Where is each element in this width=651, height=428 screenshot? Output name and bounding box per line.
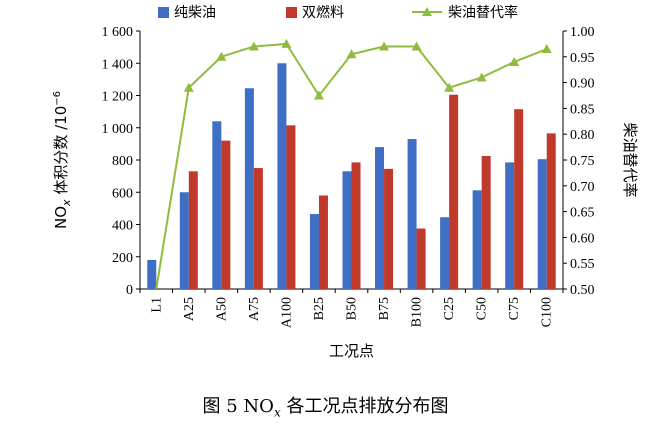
y-axis-title-right: 柴油替代率: [621, 122, 639, 197]
legend-label: 双燃料: [302, 4, 344, 21]
bar: [212, 121, 222, 289]
caption-prefix: 图 5 NO: [202, 396, 274, 417]
y-left-tick-label: 800: [112, 154, 133, 169]
bar: [407, 139, 417, 289]
bar: [147, 259, 157, 289]
bar: [375, 147, 385, 289]
bars: [147, 63, 556, 290]
axis-labels: 工况点 NOx 体积分数 /10−6 柴油替代率: [52, 91, 639, 360]
bar: [253, 168, 263, 289]
bar: [472, 190, 482, 289]
caption-sub: x: [273, 405, 281, 420]
bar: [188, 171, 198, 289]
bar: [416, 228, 426, 289]
y-left-tick-label: 600: [112, 186, 133, 201]
y-right-tick-label: 0.70: [570, 180, 595, 195]
line-marker: [509, 56, 520, 66]
legend-label: 柴油替代率: [448, 4, 518, 21]
x-axis-title: 工况点: [329, 342, 374, 360]
line-marker: [444, 82, 455, 92]
x-tick-label: B50: [345, 297, 360, 320]
y-left-tick-label: 0: [126, 283, 133, 298]
legend-swatch: [158, 7, 169, 18]
line-marker: [313, 90, 324, 100]
bar: [277, 63, 287, 289]
line-marker: [476, 72, 487, 82]
y-right-tick-label: 0.85: [570, 102, 595, 117]
line-series: [155, 38, 552, 290]
bar: [286, 125, 296, 289]
bar: [537, 159, 547, 289]
bar: [481, 155, 491, 289]
bar: [546, 133, 556, 289]
legend: 纯柴油 双燃料 柴油替代率: [158, 4, 518, 21]
line-marker: [248, 41, 259, 51]
x-tick-label: B75: [377, 297, 392, 320]
bar: [514, 109, 524, 289]
x-tick-label: A100: [279, 297, 294, 328]
y-right-tick-label: 0.90: [570, 77, 595, 92]
x-tick-label: C50: [475, 297, 490, 320]
bar: [318, 195, 328, 289]
y-right-tick-label: 1.00: [570, 25, 595, 40]
bar: [440, 217, 450, 289]
line-marker: [411, 41, 422, 51]
legend-swatch: [286, 7, 297, 18]
x-tick-label: A25: [182, 297, 197, 321]
y-left-tick-label: 1 600: [102, 25, 134, 40]
y-right-tick-label: 0.95: [570, 51, 595, 66]
line-marker: [541, 44, 552, 54]
x-tick-label: A50: [214, 297, 229, 321]
y-right-tick-label: 0.75: [570, 154, 595, 169]
bar: [342, 171, 352, 289]
bar: [244, 88, 254, 290]
x-tick-label: C100: [540, 297, 555, 327]
y-right-tick-label: 0.60: [570, 231, 595, 246]
y-right-tick-label: 0.65: [570, 206, 595, 221]
y-left-tick-label: 1 200: [102, 90, 134, 105]
bar: [221, 140, 231, 289]
line-marker: [216, 51, 227, 61]
line-marker: [379, 41, 390, 51]
y-left-tick-label: 400: [112, 219, 133, 234]
figure-caption: 图 5 NOx 各工况点排放分布图: [0, 392, 651, 420]
line-marker: [346, 49, 357, 59]
x-tick-label: L1: [149, 297, 164, 313]
bar: [351, 162, 361, 289]
legend-marker: [422, 7, 432, 16]
bar: [384, 168, 394, 289]
bar: [449, 94, 459, 289]
y-left-tick-label: 1 000: [102, 122, 134, 137]
caption-suffix: 各工况点排放分布图: [280, 396, 449, 417]
bar: [179, 192, 189, 289]
line-marker: [183, 82, 194, 92]
x-tick-label: A75: [247, 297, 262, 321]
y-left-tick-label: 1 400: [102, 57, 134, 72]
y-right-tick-label: 0.50: [570, 283, 595, 298]
bar: [309, 214, 319, 289]
legend-label: 纯柴油: [174, 5, 216, 21]
x-tick-label: B25: [312, 297, 327, 320]
y-right-tick-label: 0.80: [570, 128, 595, 143]
y-right-tick-label: 0.55: [570, 257, 595, 272]
line-marker: [281, 38, 292, 48]
bar: [505, 162, 515, 289]
y-left-tick-label: 200: [112, 251, 133, 266]
x-tick-label: C25: [442, 297, 457, 320]
axes: 0 200 400 600 800 1 000 1 200 1 400 1 600 0.50 0.5…: [102, 25, 595, 328]
x-tick-label: C75: [507, 297, 522, 320]
y-axis-title-left: NOx 体积分数 /10−6: [52, 91, 73, 229]
x-tick-label: B100: [410, 297, 425, 327]
